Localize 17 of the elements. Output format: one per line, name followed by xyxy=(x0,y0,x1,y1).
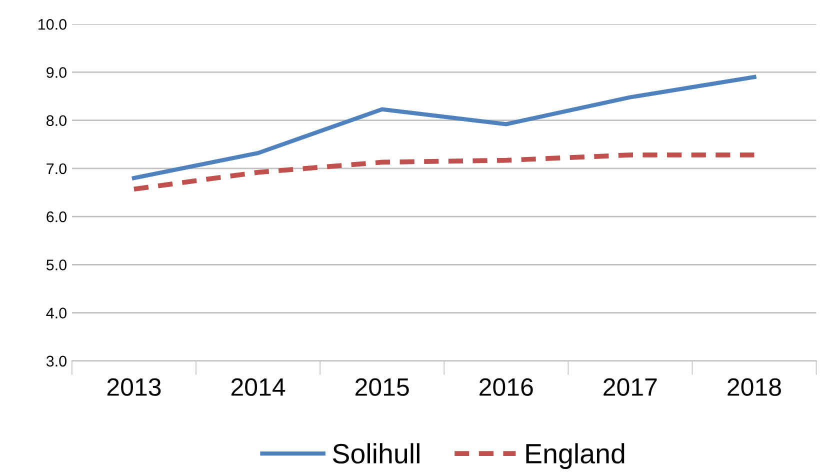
y-tick-label: 5.0 xyxy=(46,260,66,270)
y-tick-label: 8.0 xyxy=(46,115,66,126)
x-tick-label: 2018 xyxy=(728,378,781,396)
y-tick-label: 7.0 xyxy=(46,163,66,174)
y-tick-label: 6.0 xyxy=(46,211,66,222)
y-tick-label: 10.0 xyxy=(38,18,66,30)
y-tick-label: 9.0 xyxy=(46,67,66,78)
x-tick-label: 2013 xyxy=(107,378,161,396)
x-tick-label: 2017 xyxy=(604,378,657,396)
line-series xyxy=(132,74,756,180)
y-tick-label: 4.0 xyxy=(46,308,66,318)
y-tick-label: 3.0 xyxy=(46,356,66,367)
legend-label: England xyxy=(526,443,624,470)
x-tick-label: 2014 xyxy=(231,378,286,396)
x-tick-label: 2016 xyxy=(480,378,533,396)
x-tick-label: 2015 xyxy=(356,378,409,396)
legend-label: Solihull xyxy=(332,443,420,464)
